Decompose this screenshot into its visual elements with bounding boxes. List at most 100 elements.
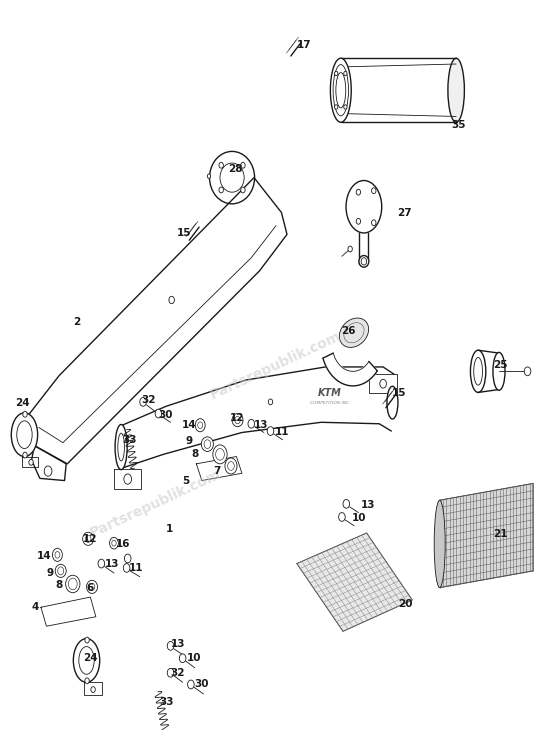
Text: 27: 27 [397, 208, 411, 218]
Text: 24: 24 [15, 398, 30, 409]
Ellipse shape [87, 580, 98, 594]
Circle shape [188, 680, 194, 689]
Circle shape [380, 379, 386, 388]
Polygon shape [84, 682, 102, 695]
Circle shape [241, 187, 245, 193]
Text: 10: 10 [187, 654, 201, 663]
Text: 35: 35 [452, 120, 466, 130]
Ellipse shape [201, 437, 214, 452]
Circle shape [85, 678, 89, 683]
Text: 7: 7 [214, 466, 221, 476]
Circle shape [524, 367, 531, 376]
Text: 24: 24 [83, 654, 97, 663]
Circle shape [44, 466, 52, 476]
Circle shape [344, 105, 347, 109]
Text: 25: 25 [493, 360, 507, 371]
Circle shape [348, 246, 352, 252]
Text: Partsrepublik.com: Partsrepublik.com [208, 329, 344, 402]
Ellipse shape [115, 425, 127, 469]
Text: 9: 9 [46, 568, 54, 578]
Text: 33: 33 [160, 697, 174, 707]
Ellipse shape [55, 564, 66, 577]
Polygon shape [341, 58, 456, 122]
Ellipse shape [110, 537, 118, 549]
Circle shape [343, 499, 349, 508]
Circle shape [219, 187, 224, 193]
Text: COMPETITION INC: COMPETITION INC [310, 401, 349, 406]
Text: 17: 17 [297, 40, 312, 50]
Text: 32: 32 [141, 395, 156, 406]
Ellipse shape [210, 151, 254, 204]
Text: 11: 11 [275, 428, 289, 437]
Text: 9: 9 [185, 436, 193, 446]
Circle shape [248, 420, 254, 428]
Text: 30: 30 [158, 410, 172, 420]
Polygon shape [369, 374, 397, 393]
Text: 26: 26 [341, 325, 355, 336]
Polygon shape [323, 353, 378, 386]
Text: 14: 14 [182, 420, 197, 431]
Circle shape [371, 220, 376, 226]
Ellipse shape [66, 575, 80, 593]
Text: 4: 4 [31, 602, 39, 613]
Circle shape [167, 642, 174, 651]
Text: 15: 15 [391, 388, 406, 398]
Text: 13: 13 [361, 500, 375, 510]
Text: 33: 33 [122, 435, 137, 444]
Ellipse shape [448, 58, 464, 122]
Text: 30: 30 [195, 679, 209, 689]
Ellipse shape [470, 350, 486, 393]
Polygon shape [119, 367, 394, 469]
Circle shape [344, 72, 347, 76]
Text: 12: 12 [83, 534, 97, 544]
Text: 32: 32 [171, 668, 185, 678]
Ellipse shape [339, 318, 369, 347]
Text: 8: 8 [192, 450, 199, 459]
Text: Partsrepublik.com: Partsrepublik.com [87, 467, 223, 540]
Ellipse shape [359, 256, 369, 268]
Ellipse shape [331, 58, 351, 122]
Ellipse shape [232, 414, 243, 427]
Ellipse shape [83, 532, 94, 545]
Text: 10: 10 [352, 513, 367, 523]
Circle shape [23, 412, 27, 417]
Circle shape [208, 174, 211, 178]
Circle shape [155, 409, 162, 418]
Circle shape [85, 637, 89, 643]
Circle shape [23, 452, 27, 458]
Circle shape [124, 554, 131, 563]
Polygon shape [297, 533, 412, 632]
Circle shape [124, 474, 131, 484]
Text: 14: 14 [38, 551, 52, 561]
Text: 5: 5 [182, 476, 189, 485]
Ellipse shape [11, 413, 38, 457]
Circle shape [140, 398, 146, 406]
Text: 6: 6 [87, 583, 94, 593]
Circle shape [123, 564, 130, 572]
Circle shape [356, 219, 360, 224]
Circle shape [268, 399, 273, 405]
Text: 13: 13 [254, 420, 268, 431]
Circle shape [335, 72, 338, 76]
Ellipse shape [213, 445, 227, 463]
Ellipse shape [346, 181, 382, 233]
Circle shape [29, 460, 33, 465]
Polygon shape [440, 483, 533, 588]
Circle shape [219, 162, 224, 168]
Ellipse shape [387, 386, 398, 419]
Ellipse shape [73, 639, 100, 682]
Text: 13: 13 [105, 558, 119, 569]
Ellipse shape [225, 458, 237, 474]
Polygon shape [114, 469, 141, 489]
Ellipse shape [52, 548, 62, 561]
Circle shape [267, 427, 274, 436]
Polygon shape [197, 457, 242, 480]
Ellipse shape [434, 500, 445, 588]
Text: KTM: KTM [318, 388, 342, 398]
Circle shape [91, 686, 95, 692]
Polygon shape [24, 178, 287, 463]
Text: 8: 8 [56, 580, 63, 591]
Circle shape [338, 512, 345, 521]
Text: 16: 16 [115, 539, 130, 549]
Polygon shape [31, 446, 66, 480]
